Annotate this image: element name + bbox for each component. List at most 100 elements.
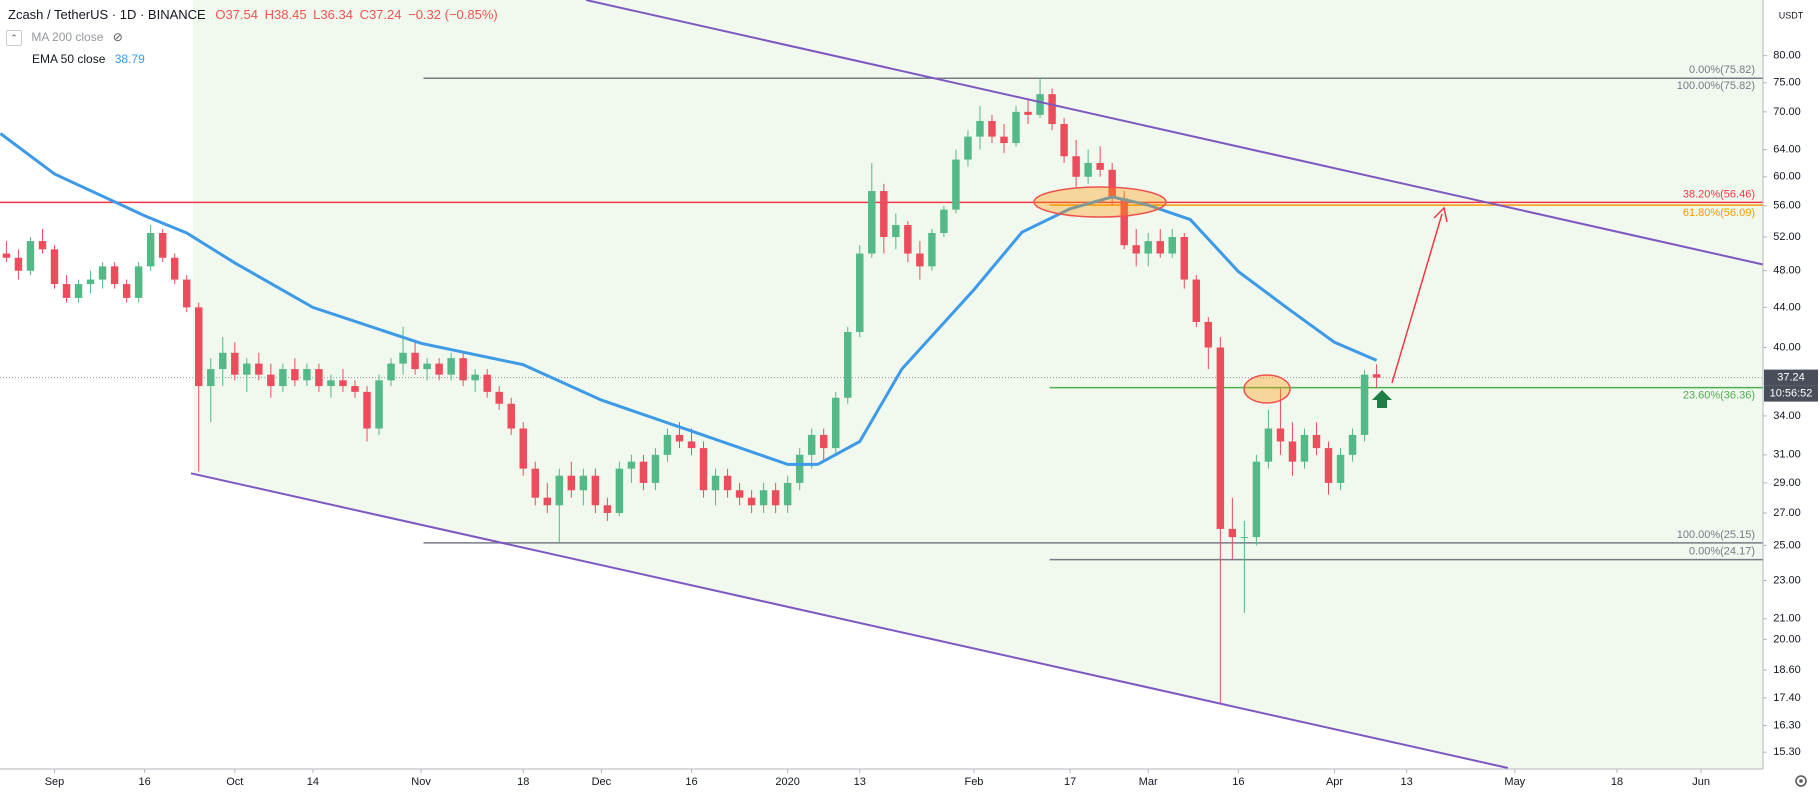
indicator-name: MA 200 close (31, 30, 104, 45)
candle-body (1108, 169, 1116, 199)
settings-gear[interactable] (1795, 775, 1807, 787)
hidden-eye-icon[interactable]: ⊘ (112, 30, 123, 45)
candle-body (158, 232, 167, 258)
candle-body (603, 505, 612, 513)
settings-icon[interactable] (1795, 775, 1807, 787)
candle-body (1156, 241, 1164, 254)
fib-level-label: 100.00%(75.82) (1677, 80, 1755, 92)
candle-body (1168, 237, 1176, 254)
candle-body (1048, 94, 1056, 125)
candle-body (832, 397, 840, 449)
candle-body (1036, 94, 1044, 115)
indicator-name: EMA 50 close (32, 52, 106, 66)
ohlc-low: L36.34 (313, 7, 353, 22)
x-tick-label: Nov (411, 776, 431, 788)
candle-body (783, 482, 792, 506)
candle-body (856, 253, 864, 332)
indicator-value: 38.79 (114, 52, 145, 66)
candle-body (1072, 156, 1080, 177)
collapse-button[interactable]: ⌃ (6, 30, 22, 46)
candle-body (62, 284, 71, 298)
candle-body (892, 225, 900, 238)
candle-body (411, 352, 419, 370)
settings-gear-center[interactable] (1799, 779, 1803, 783)
drawings (190, 0, 1764, 769)
candle-body (1228, 528, 1237, 538)
y-tick-label: 34.00 (1773, 410, 1801, 422)
y-tick-label: 44.00 (1773, 301, 1801, 313)
y-tick-label: 20.00 (1773, 633, 1801, 645)
candle-body (543, 497, 552, 506)
x-tick-label: Mar (1139, 776, 1158, 788)
y-tick-label: 15.30 (1773, 746, 1801, 758)
candle-body (1264, 428, 1273, 462)
breakout-arrow (1372, 390, 1392, 408)
candle-body (399, 352, 407, 364)
candle-body (735, 490, 744, 498)
x-tick-label: Sep (45, 776, 65, 788)
y-tick-label: 56.00 (1773, 200, 1801, 212)
y-tick-label: 80.00 (1773, 50, 1801, 62)
candle-body (1360, 374, 1369, 435)
candle-body (639, 461, 648, 483)
candle-body (1204, 321, 1213, 348)
candle-body (976, 120, 984, 137)
x-tick-label: 18 (1611, 776, 1623, 788)
fib-level-label: 100.00%(25.15) (1677, 529, 1755, 541)
candle-body (255, 363, 263, 375)
candle-body (868, 191, 876, 254)
y-tick-label: 29.00 (1773, 477, 1801, 489)
candle-body (231, 352, 239, 375)
candle-body (182, 279, 191, 308)
candle-body (1000, 136, 1008, 144)
candle-body (1288, 441, 1297, 462)
y-tick-label: 60.00 (1773, 171, 1801, 183)
candle-body (279, 369, 287, 387)
y-tick-label: 16.30 (1773, 719, 1801, 731)
channel-upper-line (585, 0, 1764, 266)
x-tick-label: 16 (139, 776, 151, 788)
candle-body (471, 374, 479, 381)
candle-body (207, 369, 215, 387)
x-tick-label: Dec (592, 776, 612, 788)
candle-body (555, 475, 564, 506)
candle-body (507, 403, 515, 429)
candle-body (759, 490, 768, 506)
candle-body (98, 266, 107, 280)
candle-body (375, 380, 383, 429)
candle-body (303, 369, 311, 381)
highlight-ellipse (1033, 186, 1167, 218)
candle-body (663, 434, 672, 455)
fib-levels: 0.00%(75.82) 100.00%(75.82) 38.20%(56.46) 6… (0, 64, 1763, 561)
candle-body (819, 434, 828, 449)
candle-body (1180, 237, 1189, 280)
candle-body (615, 468, 624, 513)
candle-body (1216, 347, 1225, 529)
fib-level-label: 0.00%(24.17) (1689, 546, 1755, 558)
y-tick-label: 48.00 (1773, 265, 1801, 277)
candle-body (26, 241, 35, 271)
candle-body (423, 363, 431, 370)
candle-body (1132, 245, 1140, 254)
ohlc-change: −0.32 (−0.85%) (408, 7, 498, 22)
x-tick-label: 18 (517, 776, 529, 788)
candle-body (627, 461, 636, 469)
projection-arrow (1391, 213, 1443, 384)
candle-body (146, 232, 155, 267)
candle-body (243, 363, 251, 375)
candle-body (723, 475, 732, 491)
candle-body (1336, 454, 1345, 483)
candle-body (110, 266, 119, 285)
x-tick-label: 17 (1064, 776, 1076, 788)
candle-body (14, 257, 23, 271)
candle-body (1120, 198, 1128, 246)
y-tick-label: 25.00 (1773, 539, 1801, 551)
candle-body (519, 428, 527, 469)
indicator-legend: EMA 50 close 38.79 (32, 52, 151, 66)
candle-body (1276, 428, 1285, 442)
candle-body (795, 454, 804, 483)
ohlc-open: O37.54 (215, 7, 258, 22)
highlight-ellipse (1243, 374, 1291, 404)
candle-body (1240, 537, 1249, 539)
x-tick-label: 16 (1232, 776, 1244, 788)
